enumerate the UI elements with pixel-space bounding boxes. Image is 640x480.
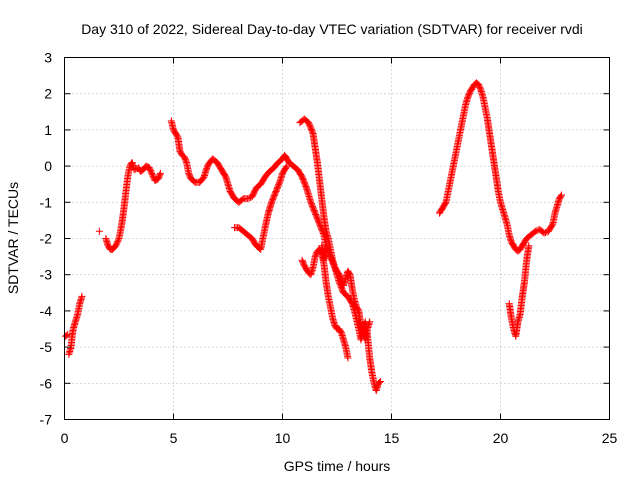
x-axis-label: GPS time / hours	[284, 458, 391, 474]
x-tick-label: 20	[493, 430, 509, 446]
data-point	[156, 169, 164, 177]
data-point	[130, 166, 138, 174]
data-point	[558, 191, 566, 199]
y-tick-label: -4	[40, 303, 53, 319]
x-tick-label: 25	[602, 430, 618, 446]
data-point	[540, 229, 548, 237]
data-point	[182, 157, 190, 165]
data-point	[149, 172, 157, 180]
data-point	[283, 162, 291, 170]
x-tick-label: 15	[384, 430, 400, 446]
data-point	[112, 242, 120, 250]
data-point	[557, 192, 565, 200]
data-point	[322, 253, 330, 261]
y-tick-label: -2	[40, 231, 53, 247]
tick-marks	[64, 57, 610, 420]
data-point	[344, 354, 352, 362]
x-tick-label: 10	[275, 430, 291, 446]
y-tick-label: 0	[44, 158, 52, 174]
y-tick-label: -3	[40, 267, 53, 283]
data-point	[542, 228, 550, 236]
data-point	[377, 377, 385, 385]
data-point	[113, 239, 121, 247]
y-axis-label: SDTVAR / TECUs	[5, 182, 21, 294]
data-point	[244, 195, 252, 203]
y-tick-label: 1	[44, 122, 52, 138]
x-tick-label: 5	[170, 430, 178, 446]
data-point	[148, 171, 156, 179]
y-tick-labels: 3 2 1 0 -1 -2 -3 -4 -5 -6 -7	[40, 50, 53, 428]
y-tick-label: -1	[40, 194, 53, 210]
y-tick-label: 3	[44, 50, 52, 66]
data-points	[62, 79, 566, 395]
x-tick-labels: 0 5 10 15 20 25	[61, 430, 618, 446]
data-point	[112, 240, 120, 248]
x-tick-label: 0	[61, 430, 69, 446]
y-tick-label: -5	[40, 339, 53, 355]
data-point	[78, 292, 86, 300]
data-point	[148, 169, 156, 177]
data-point	[114, 236, 122, 244]
chart-title: Day 310 of 2022, Sidereal Day-to-day VTE…	[81, 21, 583, 37]
data-point	[282, 163, 290, 171]
y-tick-label: -7	[40, 412, 53, 428]
data-point	[525, 242, 533, 250]
y-tick-label: 2	[44, 86, 52, 102]
data-point	[245, 194, 253, 202]
data-point	[156, 171, 164, 179]
data-point	[114, 237, 122, 245]
data-point	[366, 318, 374, 326]
y-tick-label: -6	[40, 375, 53, 391]
data-point	[332, 324, 340, 332]
data-point	[376, 378, 384, 386]
data-point	[531, 227, 539, 235]
data-point	[95, 227, 103, 235]
